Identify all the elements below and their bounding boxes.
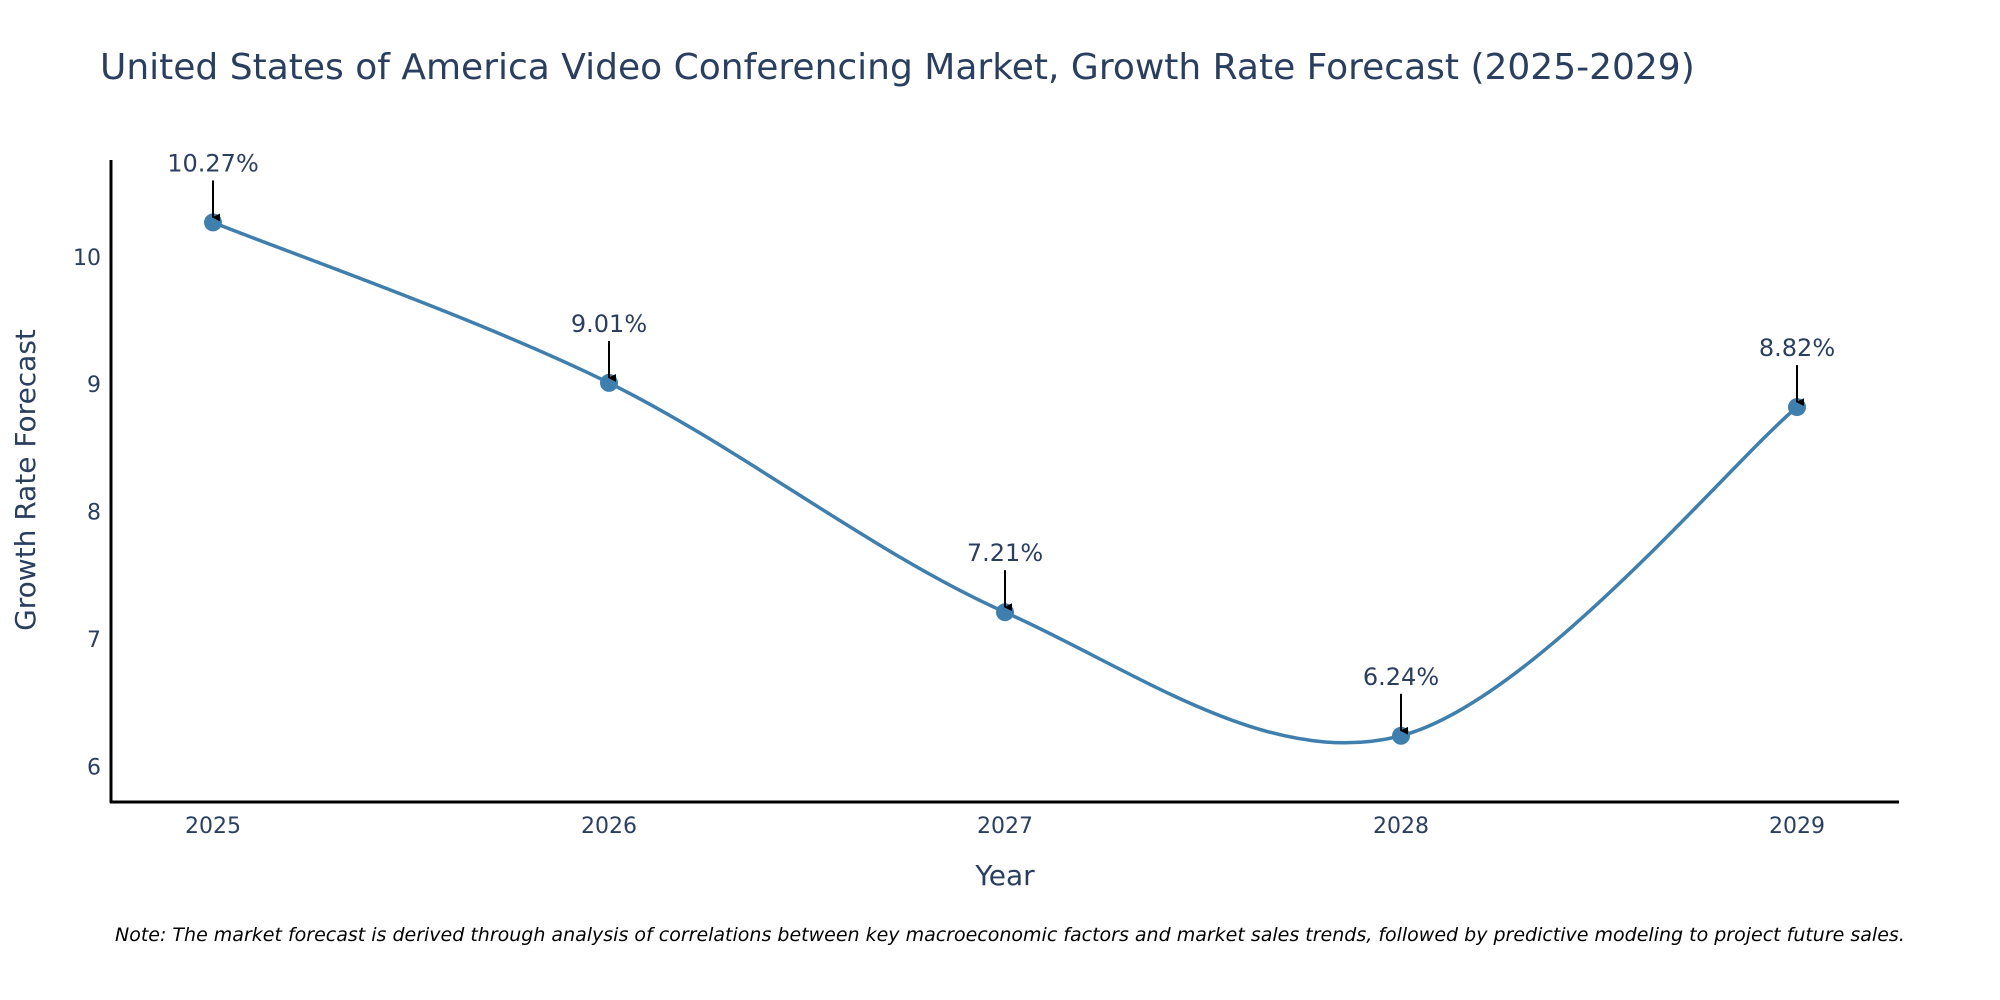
y-tick-label: 10 [73, 246, 101, 271]
data-label: 9.01% [571, 310, 647, 338]
data-label: 7.21% [967, 539, 1043, 567]
data-label: 6.24% [1363, 663, 1439, 691]
data-annotations: 10.27% 9.01% 7.21% 6.24% 8.82% [167, 149, 1835, 735]
x-axis-title: Year [974, 859, 1035, 892]
y-axis-title: Growth Rate Forecast [9, 329, 42, 631]
y-tick-label: 8 [87, 501, 101, 526]
axes [109, 160, 1899, 804]
data-label: 8.82% [1759, 334, 1835, 362]
x-tick-label: 2027 [977, 814, 1033, 839]
y-tick-label: 7 [87, 628, 101, 653]
y-tick-label: 9 [87, 373, 101, 398]
y-tick-label: 6 [87, 755, 101, 780]
x-tick-label: 2026 [581, 814, 637, 839]
x-tick-labels: 2025 2026 2027 2028 2029 [185, 814, 1825, 839]
chart-title: United States of America Video Conferenc… [100, 47, 1695, 88]
chart-note: Note: The market forecast is derived thr… [115, 924, 1905, 946]
x-tick-label: 2029 [1769, 814, 1825, 839]
y-tick-labels: 6 7 8 9 10 [73, 246, 101, 781]
series-line [212, 220, 1799, 745]
x-tick-label: 2028 [1373, 814, 1429, 839]
data-label: 10.27% [167, 149, 259, 177]
series-markers [204, 213, 1806, 745]
x-tick-label: 2025 [185, 814, 241, 839]
